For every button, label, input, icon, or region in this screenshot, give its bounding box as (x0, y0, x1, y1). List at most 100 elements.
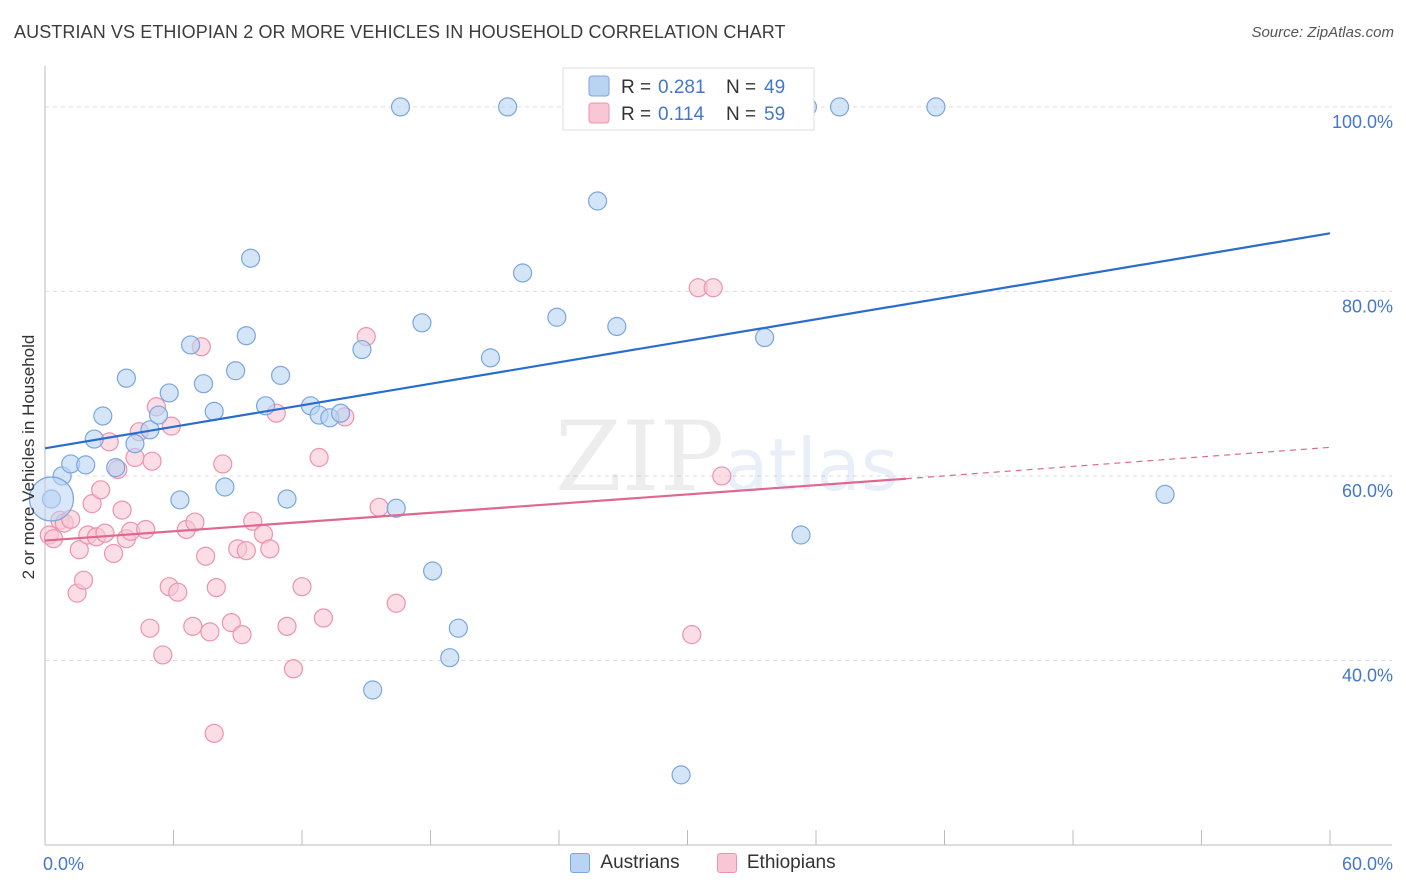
ethiopians-point (200, 622, 220, 642)
austrians-point (215, 477, 235, 497)
ethiopians-point (682, 625, 702, 645)
legend-item-austrians[interactable]: Austrians (570, 852, 680, 874)
ethiopians-point (712, 466, 732, 486)
austrians-point (1155, 484, 1175, 505)
ethiopians-point (69, 540, 89, 560)
ethiopians-point (232, 625, 252, 645)
ethiopians-point (82, 494, 102, 514)
austrians-legend-swatch (588, 75, 610, 97)
chart-title: AUSTRIAN VS ETHIOPIAN 2 OR MORE VEHICLES… (14, 22, 786, 42)
austrians-point (270, 365, 291, 385)
austrians-point (607, 316, 627, 337)
watermark-text: ZIPatlas (555, 401, 898, 513)
ethiopians-r-label: R = (621, 104, 651, 125)
austrians-point (671, 765, 691, 785)
y-axis-title-group: 2 or more Vehicles in Household (19, 335, 38, 580)
austrians-point (829, 97, 850, 117)
austrians-point (148, 405, 169, 425)
y-tick-label: 100.0% (1332, 112, 1393, 132)
ethiopians-point (213, 454, 233, 474)
ethiopians-point (283, 659, 304, 679)
austrians-point (754, 327, 775, 348)
ethiopians-point (168, 582, 188, 602)
source-label: Source: ZipAtlas.com (1251, 24, 1394, 41)
ethiopians-swatch (716, 853, 737, 873)
austrians-r-value: 0.281 (658, 77, 706, 98)
y-tick-label: 80.0% (1342, 296, 1393, 316)
ethiopians-point (206, 577, 226, 598)
austrians-point (159, 383, 179, 403)
y-axis-title: 2 or more Vehicles in Household (19, 335, 38, 580)
legend-label-austrians: Austrians (600, 852, 680, 873)
austrians-point (363, 680, 383, 700)
ethiopians-point (277, 616, 297, 636)
ethiopians-point (183, 616, 203, 636)
ethiopians-point (91, 480, 111, 500)
x-tick-labels: 0.0% 60.0% (43, 854, 1393, 874)
legend-item-ethiopians[interactable]: Ethiopians (716, 852, 836, 874)
austrians-point (412, 313, 432, 333)
ethiopians-n-label: N = (726, 104, 756, 125)
austrians-point (204, 401, 224, 421)
watermark: ZIPatlas (555, 401, 898, 513)
austrians-point (440, 648, 460, 668)
ethiopians-point (103, 543, 124, 564)
ethiopians-n-value: 59 (764, 104, 785, 125)
austrians-point (236, 326, 256, 346)
ethiopians-point (153, 645, 173, 665)
x-tick-label-end: 60.0% (1342, 854, 1393, 874)
x-tick-label-start: 0.0% (43, 854, 84, 874)
austrians-point (547, 307, 567, 327)
ethiopians-point (185, 512, 205, 532)
austrians-point (93, 406, 113, 426)
austrians-point (181, 335, 201, 355)
austrians-point (106, 458, 126, 478)
ethiopians-trend-line (44, 477, 907, 542)
legend-label-ethiopians: Ethiopians (746, 852, 836, 873)
ethiopians-r-value: 0.114 (658, 104, 705, 125)
axes (44, 66, 1392, 846)
austrians-r-label: R = (621, 77, 651, 98)
austrians-point-large (28, 476, 75, 522)
ethiopians-point (196, 546, 216, 566)
ethiopians-point (95, 523, 115, 543)
ethiopians-point (703, 278, 723, 298)
ethiopians-trend-extension (905, 446, 1331, 480)
austrians-point (791, 525, 811, 545)
austrians-point (386, 498, 406, 518)
austrians-point (76, 455, 96, 475)
y-tick-labels: 40.0% 60.0% 80.0% 100.0% (1332, 112, 1393, 686)
austrians-point (241, 248, 261, 268)
ethiopians-point (142, 451, 162, 471)
austrians-swatch (570, 853, 591, 873)
ethiopians-legend-swatch (588, 102, 610, 124)
austrians-point (448, 618, 468, 638)
y-tick-label: 40.0% (1342, 665, 1393, 685)
legend-top: R = 0.281 N = 49 R = 0.114 N = 59 (562, 67, 815, 131)
ethiopians-point (236, 541, 256, 561)
austrians-point (926, 97, 946, 117)
austrians-point (512, 263, 533, 283)
austrians-trend-line (44, 232, 1331, 450)
ethiopians-point (313, 608, 334, 628)
ethiopians-point (369, 497, 389, 517)
austrians-point (330, 403, 351, 423)
austrians-point (277, 489, 297, 509)
austrians-n-value: 49 (764, 77, 785, 98)
ethiopians-point (309, 447, 329, 468)
austrians-point (498, 97, 518, 117)
ethiopians-point (140, 618, 160, 638)
austrians-point (226, 361, 246, 381)
austrians-point (170, 490, 190, 510)
ethiopians-point (292, 577, 312, 597)
austrians-point (116, 368, 136, 388)
ethiopians-point (260, 539, 280, 559)
austrians-point (352, 339, 372, 360)
austrians-point (193, 374, 214, 394)
ethiopians-point (221, 613, 241, 633)
grid-lines (45, 106, 1392, 661)
austrians-n-label: N = (726, 77, 756, 98)
austrians-point (423, 561, 443, 581)
ethiopians-point (112, 500, 132, 520)
